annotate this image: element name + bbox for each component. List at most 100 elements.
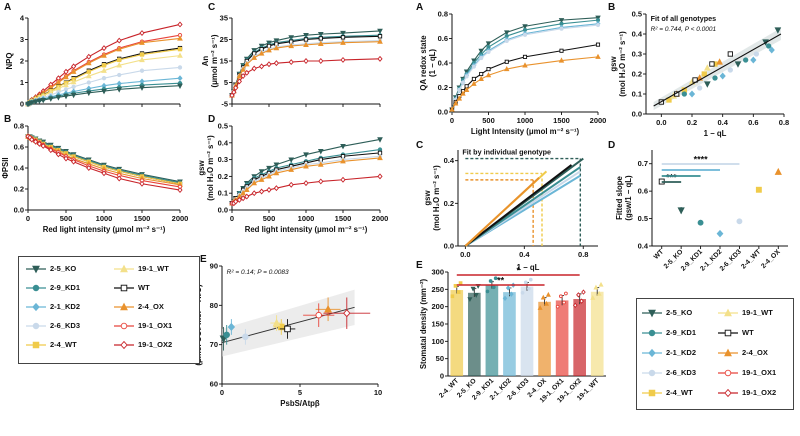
data-point-2-4_OX: [340, 158, 346, 164]
replicate-point-2-6_KD3: [523, 280, 528, 285]
legend-symbol-2-4_OX: [718, 348, 738, 357]
data-point-2-5_KO: [303, 33, 309, 39]
panel-letter-A-5: A: [416, 2, 423, 13]
legend-symbol-19-1_OX1: [718, 369, 738, 377]
legend-marker: [120, 264, 128, 273]
legend-marker: [32, 322, 40, 330]
data-point-2-9_KD1: [712, 75, 718, 81]
data-point-2-4_OX: [324, 304, 333, 313]
y-tick-label: 0.4: [218, 138, 229, 147]
data-point-19-1_OX2: [101, 45, 107, 52]
y-tick-label: 0.0: [444, 242, 454, 251]
data-point-2-5_KO: [317, 31, 324, 38]
replicate-point-2-1_KD2: [509, 291, 514, 297]
data-point-2-5_KO: [273, 162, 280, 168]
x-axis-label: PsbS/Atpβ: [280, 399, 320, 408]
replicate-point-2-6_KD3: [528, 277, 533, 282]
data-point-2-6_KD3: [471, 64, 476, 69]
data-point-2-4_OX: [266, 173, 272, 179]
fit-line-WT: [464, 164, 573, 247]
data-point-19-1_OX2: [340, 56, 346, 63]
data-point-2-5_KO: [558, 18, 565, 24]
y-tick-label: 300: [431, 268, 444, 277]
y-tick-label: 0.2: [438, 83, 448, 92]
data-point-2-1_KD2: [688, 90, 696, 98]
y-tick-label: 250: [431, 285, 444, 294]
replicate-point-19-1_WT: [598, 281, 604, 287]
data-point-WT: [486, 67, 491, 72]
data-point-WT: [303, 37, 309, 42]
data-point-2-6_KD3: [559, 26, 564, 31]
data-point-WT: [340, 35, 346, 40]
legend-label-2-1_KD2: 2-1_KD2: [50, 302, 81, 311]
y-tick-label: 0.4: [14, 164, 25, 173]
panel-letter-A-0: A: [4, 2, 11, 13]
replicate-point-2-5_KO: [470, 286, 476, 292]
legend-marker: [724, 388, 732, 398]
data-point-19-1_WT: [116, 62, 123, 68]
y-tick-label: 0.4: [444, 156, 455, 165]
data-point-2-5_KO: [85, 90, 92, 97]
data-point-19-1_OX2: [177, 21, 183, 28]
data-point-2-6_KD3: [177, 65, 183, 70]
data-point-2-4_OX: [258, 50, 265, 56]
y-tick-label: 150: [431, 320, 444, 329]
data-point-WT: [318, 157, 323, 162]
replicate-point-19-1_WT: [590, 295, 596, 300]
bar-2-4_WT: [450, 290, 464, 376]
panel-letter-D-8: D: [608, 140, 615, 151]
panel-title: Fit by individual genotype: [462, 147, 551, 156]
legend-symbol-2-4_OX: [114, 302, 134, 311]
legend-marker: [648, 369, 656, 377]
data-point-2-4_OX: [303, 41, 309, 48]
data-point-2-5_KO: [288, 35, 295, 41]
legend-symbol-2-6_KD3: [26, 322, 46, 330]
x-tick-label: 0: [220, 388, 224, 397]
y-axis-label: Fitted slope: [615, 175, 624, 219]
legend-marker: [648, 348, 656, 358]
x-tick-label: 1000: [96, 214, 113, 223]
data-point-19-1_WT: [177, 52, 183, 58]
y-tick-label: 50: [436, 354, 444, 363]
data-point-2-5_KO: [478, 48, 484, 54]
data-point-2-9_KD1: [223, 331, 230, 339]
x-tick-label: 0.8: [779, 118, 789, 127]
data-point-2-4_OX: [101, 52, 107, 58]
data-point-19-1_OX2: [288, 59, 294, 66]
data-point-19-1_WT: [85, 72, 92, 79]
bar-2-6_KD3: [520, 286, 534, 376]
legend-marker: [724, 348, 732, 357]
data-point-2-6_KD3: [522, 32, 528, 37]
legend-symbol-2-1_KD2: [642, 348, 662, 358]
data-point-19-1_OX2: [240, 73, 246, 80]
legend-marker: [724, 329, 732, 337]
data-point-2-4_OX: [471, 80, 477, 86]
replicate-point-19-1_OX1: [555, 304, 560, 309]
legend-symbol-19-1_OX2: [114, 340, 134, 350]
data-point-2-4_WT: [117, 57, 122, 63]
bar-19-1_WT: [590, 291, 604, 376]
y-tick-label: 0.6: [638, 187, 648, 196]
data-point-19-1_OX2: [303, 58, 309, 64]
y-tick-label: 0.2: [218, 172, 228, 181]
replicate-point-19-1_WT: [593, 284, 599, 290]
significance-label: *: [516, 266, 520, 276]
data-point-2-5_KO: [258, 169, 265, 175]
data-point-2-5_KO: [340, 144, 346, 150]
data-point-19-1_OX2: [55, 151, 61, 158]
data-point-19-1_WT: [139, 56, 145, 63]
replicate-point-2-9_KD1: [485, 289, 490, 294]
data-point-2-5_KO: [63, 93, 69, 100]
annotation-r2: R² = 0.744, P < 0.0001: [651, 26, 717, 33]
legend-marker: [724, 308, 732, 317]
data-point-2-5_KO: [504, 30, 510, 36]
y-tick-label: 0.3: [632, 50, 642, 59]
y-axis-label: ΦPSII: [1, 157, 10, 178]
x-tick-label: 0.8: [578, 250, 588, 259]
x-tick-label: WT: [653, 248, 666, 261]
x-axis-label: 1 − qL: [517, 263, 540, 272]
annotation-r2: R² = 0.14; P = 0.0083: [227, 269, 289, 276]
panel-left-B: 0.0 0.2 0.4 0.6 0.8 0 500 1000 1500 2000 Red light…: [1, 122, 188, 235]
data-point-19-1_WT: [70, 78, 77, 85]
y-tick-label: 0: [20, 100, 24, 109]
